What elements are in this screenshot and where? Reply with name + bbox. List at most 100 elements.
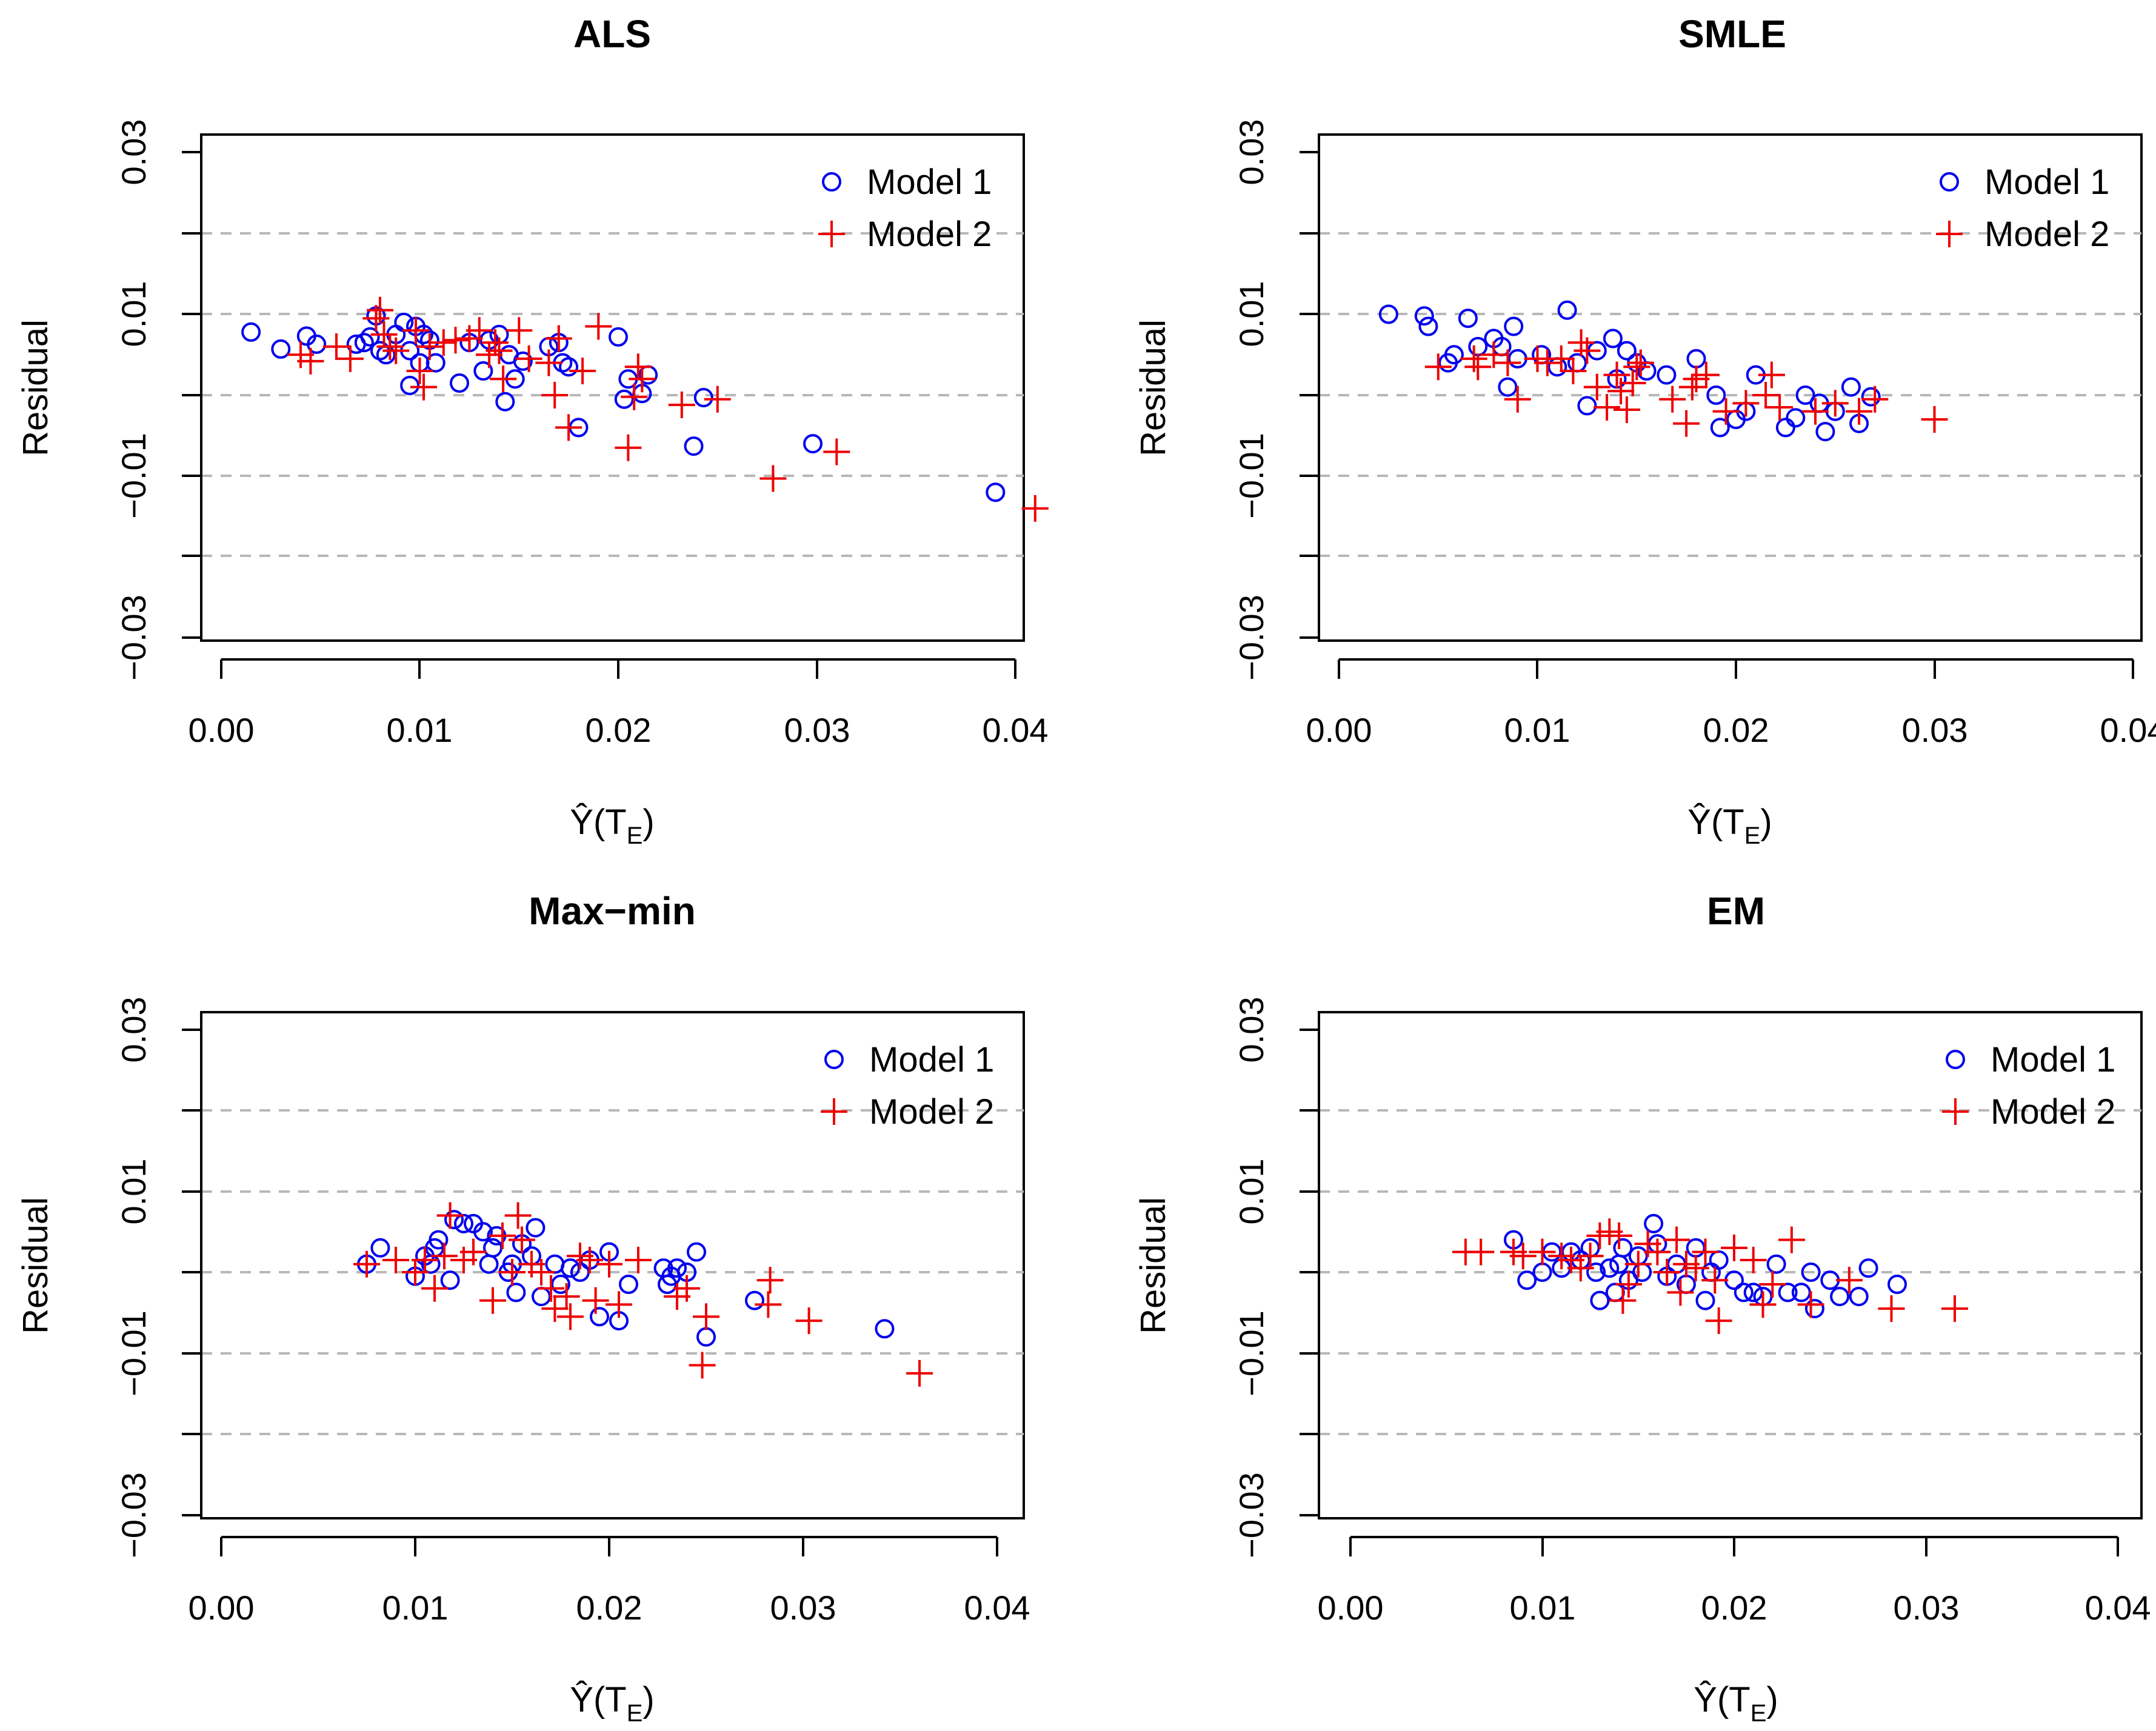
model-1-point — [803, 434, 823, 454]
model-1-point — [1858, 1258, 1878, 1278]
model-2-point — [1766, 394, 1794, 421]
legend: Model 1 Model 2 — [818, 162, 992, 254]
model-1-point — [526, 1218, 546, 1238]
model-2-point — [1749, 1291, 1777, 1318]
y-tick-label: 0.03 — [1232, 119, 1270, 185]
x-tick-label: 0.04 — [2100, 711, 2156, 749]
model-1-point — [473, 361, 493, 381]
model-2-point — [442, 327, 469, 354]
model-1-point — [696, 1327, 716, 1347]
legend-plus-marker — [1942, 1098, 1969, 1125]
model-1-point — [986, 482, 1006, 502]
model-1-point — [1577, 396, 1597, 416]
model-1-point — [1557, 300, 1577, 320]
y-tick-label: −0.03 — [1232, 595, 1270, 681]
model-2-point — [1759, 1271, 1786, 1298]
model-1-point — [506, 1282, 526, 1302]
model-2-point — [625, 1247, 652, 1273]
model-2-point — [1678, 373, 1706, 401]
model-2-point — [506, 317, 533, 344]
model-1-point — [271, 339, 291, 359]
x-axis-label: Ŷ(TE) — [1687, 802, 1772, 849]
model-1-point — [667, 1258, 687, 1278]
model-2-point — [402, 317, 429, 344]
model-1-point — [745, 1290, 764, 1310]
panel-max-min: Max−min 0.03 0.01 −0.01 −0.03 Residual — [16, 889, 1030, 1727]
model-2-point — [416, 333, 443, 360]
model-2-point — [1567, 329, 1595, 356]
model-2-point — [1574, 337, 1601, 364]
model-2-point — [596, 1250, 622, 1278]
model-1-point — [1603, 329, 1623, 349]
model-1-point — [1378, 304, 1398, 324]
model-2-point — [460, 1238, 487, 1266]
y-tick-label: −0.03 — [1232, 1472, 1270, 1558]
model-2-point — [555, 414, 582, 441]
model-2-point — [629, 365, 656, 393]
model-2-point — [528, 1259, 555, 1286]
model-1-point — [376, 345, 396, 365]
model-2-point — [1740, 1247, 1767, 1273]
model-2-point — [624, 353, 652, 381]
chart-title: Max−min — [529, 889, 696, 933]
model-2-point — [569, 358, 596, 384]
model-1-point — [1775, 418, 1795, 438]
x-axis: 0.00 0.01 0.02 0.03 0.04 Ŷ(TE) — [189, 658, 1049, 849]
model-1-point — [1686, 1238, 1706, 1258]
model-1-point — [684, 436, 704, 456]
model-2-point — [1509, 1242, 1537, 1270]
model-2-point — [1460, 345, 1487, 372]
model-2-point — [535, 349, 562, 376]
model-2-point — [1603, 361, 1630, 389]
legend-circle-marker — [822, 172, 841, 192]
model-1-point — [1778, 1282, 1798, 1302]
model-2-point — [582, 1287, 609, 1314]
model-2-point — [412, 1247, 438, 1273]
chart-title: EM — [1707, 889, 1765, 933]
model-2-point — [1534, 349, 1561, 376]
reference-gridlines — [1319, 232, 2141, 557]
model-2-point — [795, 1307, 823, 1335]
model-1-point — [1504, 316, 1524, 336]
model-2-point — [410, 373, 437, 401]
model-2-point — [1878, 1295, 1905, 1322]
x-tick-label: 0.03 — [1894, 1589, 1960, 1627]
panel-smle: SMLE 0.03 0.01 −0.01 −0.03 Residual — [1133, 12, 2156, 849]
x-tick-label: 0.02 — [586, 711, 652, 749]
model-2-point — [615, 434, 642, 461]
model-1-point — [354, 333, 374, 353]
model-2-point — [557, 1303, 584, 1330]
model-2-point — [1560, 358, 1587, 384]
model-2-point — [1659, 385, 1686, 413]
model-1-point — [400, 376, 420, 395]
model-1-point — [450, 373, 469, 393]
model-1-point — [479, 1254, 499, 1274]
model-2-point — [336, 345, 364, 372]
legend-circle-marker — [1940, 172, 1959, 192]
model-2-point — [1613, 396, 1640, 423]
y-tick-label: 0.01 — [1232, 1159, 1270, 1225]
model-2-point — [499, 1259, 526, 1286]
model-2-point — [1480, 341, 1507, 369]
x-tick-label: 0.04 — [983, 711, 1049, 749]
model-1-point — [1517, 1270, 1537, 1290]
model-2-point — [1835, 1267, 1863, 1294]
model-2-point — [382, 337, 410, 364]
model-2-point — [486, 337, 513, 364]
model-1-point — [1600, 1258, 1620, 1278]
model-2-point — [693, 1303, 719, 1330]
x-tick-label: 0.02 — [1703, 711, 1769, 749]
model-2-point — [515, 345, 542, 372]
model-1-point — [693, 388, 713, 407]
x-axis: 0.00 0.01 0.02 0.03 0.04 Ŷ(TE) — [1318, 1536, 2151, 1727]
legend-model-1: Model 1 — [1984, 162, 2109, 202]
model-1-point — [360, 327, 380, 347]
x-tick-label: 0.01 — [1504, 711, 1570, 749]
model-2-point — [755, 1291, 782, 1318]
model-2-point — [1529, 1238, 1556, 1266]
model-2-point — [297, 347, 324, 375]
model-1-point — [370, 1238, 390, 1258]
model-1-point — [1795, 385, 1815, 405]
model-2-point — [1721, 1234, 1747, 1261]
y-axis-label: Residual — [16, 1197, 55, 1334]
